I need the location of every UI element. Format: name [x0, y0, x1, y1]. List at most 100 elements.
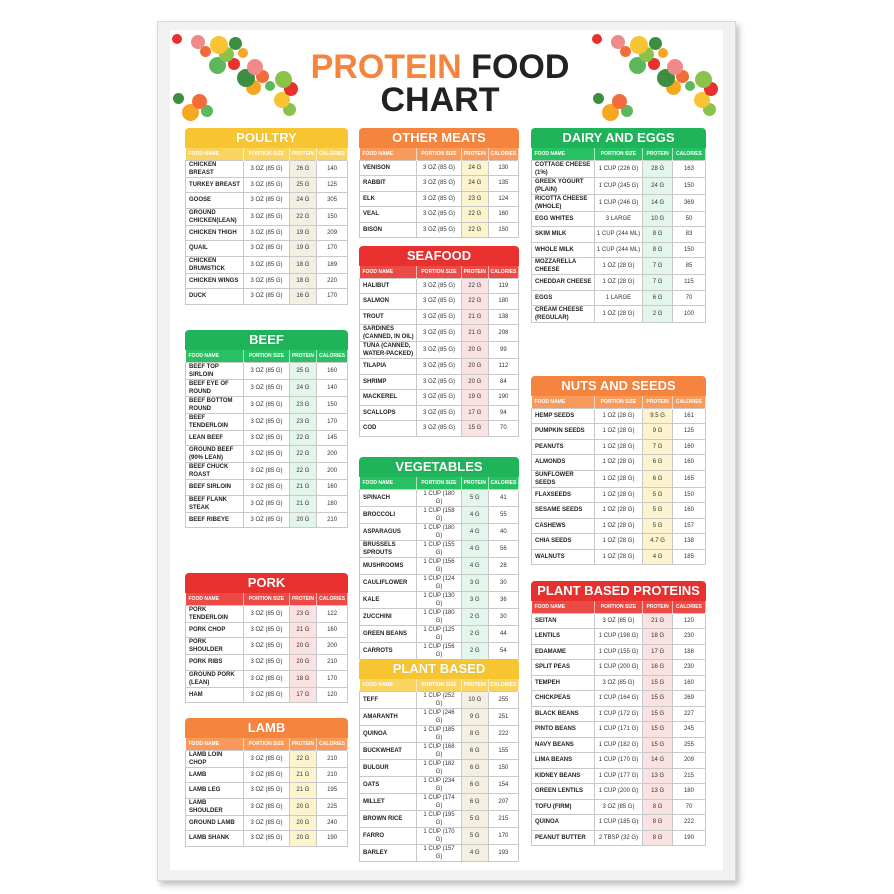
table-row: OATS 1 CUP (234 G) 6 G 154	[358, 775, 520, 794]
protein-cell: 10 G	[642, 210, 673, 227]
column-header-row: FOOD NAME PORTION SIZE PROTEIN CALORIES	[359, 148, 520, 160]
portion-size-cell: 1 CUP (125 G)	[416, 624, 462, 643]
portion-size-cell: 1 CUP (180 G)	[416, 607, 462, 626]
produce-icon	[192, 94, 207, 109]
portion-size-cell: 1 LARGE	[593, 289, 644, 306]
table-row: GROUND LAMB 3 OZ (85 G) 20 G 240	[184, 814, 348, 831]
calories-cell: 170	[316, 240, 348, 257]
table-row: BROCCOLI 1 CUP (158 G) 4 G 55	[358, 505, 520, 524]
food-name-cell: BEEF SIRLOIN	[184, 479, 245, 496]
calories-cell: 138	[487, 308, 520, 325]
table-row: MOZZARELLA CHEESE 1 OZ (28 G) 7 G 85	[531, 257, 707, 275]
portion-size-cell: 3 OZ (85 G)	[416, 206, 462, 223]
table-row: CHEDDAR CHEESE 1 OZ (28 G) 7 G 115	[531, 274, 707, 291]
portion-size-cell: 1 CUP (168 G)	[416, 741, 462, 760]
table-row: BLACK BEANS 1 CUP (172 G) 15 G 227	[531, 705, 707, 722]
section-lamb: LAMB FOOD NAME PORTION SIZE PROTEIN CALORIES…	[184, 718, 348, 847]
table-row: QUAIL 3 OZ (85 G) 19 G 170	[184, 240, 348, 257]
calories-cell: 207	[487, 792, 520, 811]
portion-size-cell: 3 OZ (85 G)	[416, 341, 462, 359]
table-row: ELK 3 OZ (85 G) 23 G 124	[358, 190, 520, 207]
calories-cell: 193	[487, 843, 520, 862]
food-name-cell: SESAME SEEDS	[531, 502, 595, 519]
calories-cell: 160	[671, 674, 707, 691]
food-name-cell: VEAL	[358, 206, 418, 223]
produce-icon	[182, 104, 199, 121]
protein-cell: 19 G	[460, 389, 489, 406]
protein-cell: 15 G	[642, 705, 673, 722]
table-row: CHICKEN DRUMSTICK 3 OZ (85 G) 18 G 189	[184, 255, 348, 274]
produce-icon	[173, 93, 184, 104]
table-row: BEEF SIRLOIN 3 OZ (85 G) 21 G 160	[184, 479, 348, 496]
column-header: CALORIES	[316, 593, 348, 605]
calories-cell: 245	[671, 721, 707, 738]
food-name-cell: GROUND BEEF (90% LEAN)	[184, 445, 245, 463]
table-row: BEEF CHUCK ROAST 3 OZ (85 G) 22 G 200	[184, 462, 348, 480]
table-row: TURKEY BREAST 3 OZ (85 G) 25 G 125	[184, 176, 348, 193]
food-name-cell: EGG WHITES	[531, 210, 595, 227]
calories-cell: 150	[671, 176, 707, 195]
portion-size-cell: 1 OZ (28 G)	[593, 486, 644, 503]
table-row: KALE 1 CUP (130 G) 3 G 36	[358, 590, 520, 609]
calories-cell: 157	[671, 517, 707, 534]
calories-cell: 160	[316, 479, 348, 496]
calories-cell: 120	[316, 686, 348, 703]
produce-icon	[648, 58, 660, 70]
produce-icon	[630, 36, 648, 54]
table-row: SKIM MILK 1 CUP (244 ML) 8 G 83	[531, 226, 707, 243]
calories-cell: 255	[487, 690, 520, 709]
food-name-cell: COD	[358, 420, 418, 437]
column-header-row: FOOD NAME PORTION SIZE PROTEIN CALORIES	[531, 148, 707, 160]
table-row: PUMPKIN SEEDS 1 OZ (28 G) 9 G 125	[531, 423, 707, 440]
column-header: FOOD NAME	[359, 148, 418, 160]
calories-cell: 55	[487, 505, 520, 524]
protein-cell: 2 G	[460, 624, 489, 643]
protein-cell: 22 G	[288, 749, 318, 768]
section-beef: BEEF FOOD NAME PORTION SIZE PROTEIN CALORIES…	[184, 330, 348, 528]
food-name-cell: LAMB SHOULDER	[184, 797, 245, 816]
calories-cell: 180	[671, 783, 707, 800]
column-header: PROTEIN	[642, 601, 673, 613]
protein-cell: 20 G	[288, 814, 318, 831]
portion-size-cell: 3 OZ (85 G)	[416, 190, 462, 207]
protein-cell: 15 G	[642, 690, 673, 707]
table-row: LAMB SHOULDER 3 OZ (85 G) 20 G 225	[184, 797, 348, 816]
portion-size-cell: 1 OZ (28 G)	[593, 257, 644, 275]
column-header: PORTION SIZE	[594, 148, 644, 160]
protein-cell: 9 G	[460, 707, 489, 726]
portion-size-cell: 1 CUP (156 G)	[416, 641, 462, 660]
food-name-cell: HALIBUT	[358, 277, 418, 294]
calories-cell: 210	[316, 511, 348, 528]
calories-cell: 200	[316, 637, 348, 655]
table-row: BROWN RICE 1 CUP (195 G) 5 G 215	[358, 809, 520, 828]
portion-size-cell: 3 OZ (85 G)	[243, 176, 290, 193]
protein-cell: 4 G	[460, 556, 489, 575]
calories-cell: 135	[487, 175, 520, 192]
calories-cell: 165	[671, 469, 707, 488]
calories-cell: 154	[487, 775, 520, 794]
calories-cell: 28	[487, 556, 520, 575]
protein-cell: 22 G	[288, 429, 318, 446]
calories-cell: 125	[671, 423, 707, 440]
food-name-cell: HAM	[184, 686, 245, 703]
produce-icon	[685, 81, 695, 91]
food-table: FOOD NAME PORTION SIZE PROTEIN CALORIES PORK…	[184, 593, 348, 703]
portion-size-cell: 3 OZ (85 G)	[243, 395, 290, 414]
table-row: SALMON 3 OZ (85 G) 22 G 180	[358, 293, 520, 310]
portion-size-cell: 3 OZ (85 G)	[243, 462, 290, 480]
calories-cell: 160	[316, 361, 348, 380]
food-name-cell: BEEF CHUCK ROAST	[184, 462, 245, 480]
protein-cell: 26 G	[288, 159, 318, 178]
column-header: PROTEIN	[642, 396, 673, 408]
portion-size-cell: 1 CUP (226 G)	[593, 159, 644, 178]
column-header-row: FOOD NAME PORTION SIZE PROTEIN CALORIES	[185, 350, 348, 362]
protein-cell: 25 G	[288, 176, 318, 193]
portion-size-cell: 3 OZ (85 G)	[243, 240, 290, 257]
table-row: RABBIT 3 OZ (85 G) 24 G 135	[358, 175, 520, 192]
page-title-line1: PROTEIN FOOD	[300, 50, 580, 84]
portion-size-cell: 3 OZ (85 G)	[243, 378, 290, 397]
produce-icon	[593, 93, 604, 104]
calories-cell: 140	[316, 159, 348, 178]
table-row: BUCKWHEAT 1 CUP (168 G) 6 G 155	[358, 741, 520, 760]
column-header: PORTION SIZE	[243, 350, 290, 362]
